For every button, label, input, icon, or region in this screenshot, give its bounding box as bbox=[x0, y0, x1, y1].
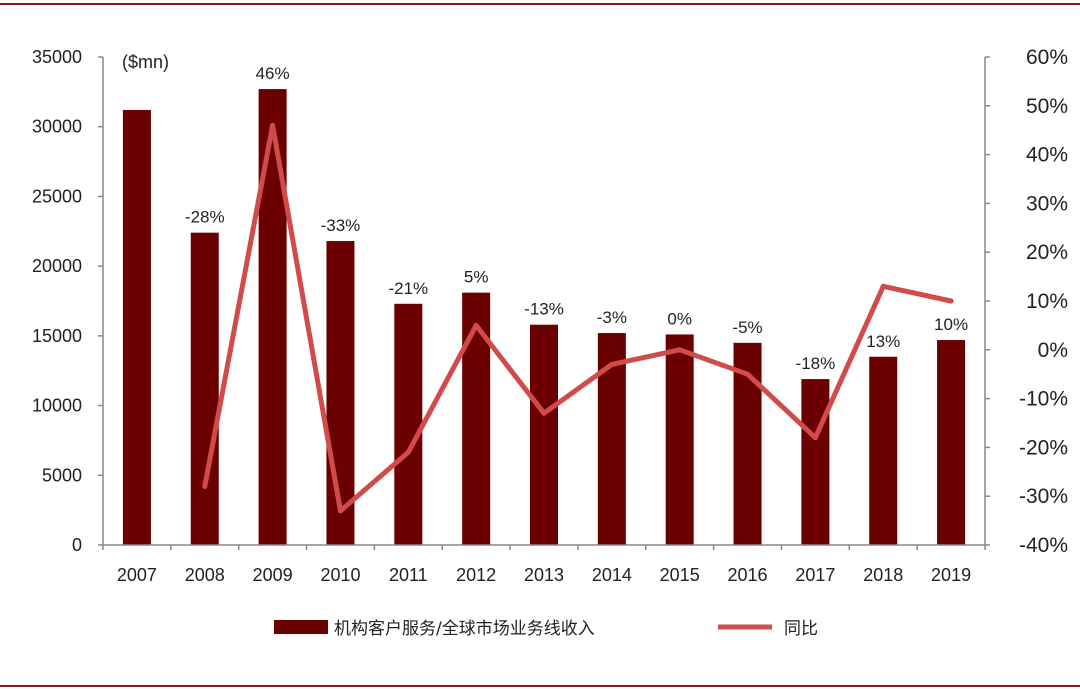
left-tick-label: 30000 bbox=[32, 117, 82, 137]
right-tick-label: 20% bbox=[1026, 241, 1068, 264]
yoy-point-2013 bbox=[541, 410, 547, 416]
x-tick-label: 2007 bbox=[117, 565, 157, 585]
left-tick-label: 0 bbox=[72, 535, 82, 555]
yoy-label-2012: 5% bbox=[464, 268, 489, 287]
right-tick-label: 40% bbox=[1026, 144, 1068, 167]
legend: 机构客户服务/全球市场业务线收入 同比 bbox=[274, 619, 818, 639]
x-tick-label: 2014 bbox=[592, 565, 632, 585]
right-tick-label: 60% bbox=[1026, 46, 1068, 69]
yoy-label-2013: -13% bbox=[524, 300, 564, 319]
left-tick-label: 15000 bbox=[32, 326, 82, 346]
bar-2019 bbox=[937, 340, 966, 545]
axes-group: 0 5000 10000 15000 20000 25000 30000 35000 -40% -… bbox=[32, 46, 1068, 585]
yoy-line-group bbox=[202, 122, 954, 514]
yoy-point-2012 bbox=[473, 322, 479, 328]
yoy-point-2011 bbox=[405, 449, 411, 455]
x-tick-label: 2012 bbox=[456, 565, 496, 585]
left-tick-label: 5000 bbox=[42, 465, 82, 485]
x-tick-label: 2009 bbox=[253, 565, 293, 585]
right-tick-label: 0% bbox=[1038, 339, 1068, 362]
bar-2007 bbox=[122, 109, 151, 546]
x-tick-label: 2010 bbox=[320, 565, 360, 585]
right-tick-label: 10% bbox=[1026, 290, 1068, 313]
yoy-point-2014 bbox=[609, 361, 615, 367]
yoy-label-2019: 10% bbox=[934, 315, 968, 334]
right-tick-label: 30% bbox=[1026, 192, 1068, 215]
yoy-line bbox=[202, 122, 954, 514]
x-tick-label: 2011 bbox=[389, 565, 428, 585]
left-tick-label: 35000 bbox=[32, 47, 82, 67]
yoy-point-2016 bbox=[745, 371, 751, 377]
data-labels-group: -28% 46% -33% -21% 5% -13% -3% 0% -5% -18% 13% 10% bbox=[185, 64, 968, 373]
yoy-point-2019 bbox=[948, 298, 954, 304]
x-tick-label: 2018 bbox=[863, 565, 903, 585]
yoy-label-2011: -21% bbox=[388, 279, 428, 298]
yoy-label-2015: 0% bbox=[667, 309, 692, 328]
yoy-point-2010 bbox=[337, 508, 343, 514]
right-tick-label: -10% bbox=[1019, 388, 1068, 411]
yoy-label-2014: -3% bbox=[597, 308, 627, 327]
x-tick-label: 2019 bbox=[931, 565, 971, 585]
legend-bar-label: 机构客户服务/全球市场业务线收入 bbox=[334, 619, 595, 639]
x-tick-label: 2017 bbox=[795, 565, 835, 585]
x-tick-label: 2016 bbox=[728, 565, 768, 585]
x-tick-label: 2013 bbox=[524, 565, 564, 585]
right-tick-label: -20% bbox=[1019, 436, 1068, 459]
left-tick-label: 10000 bbox=[32, 396, 82, 416]
yoy-label-2010: -33% bbox=[321, 216, 361, 235]
right-tick-label: -40% bbox=[1019, 534, 1068, 557]
bar-2011 bbox=[394, 303, 423, 545]
yoy-label-2009: 46% bbox=[256, 64, 290, 83]
bar-2013 bbox=[530, 324, 558, 545]
x-tick-label: 2008 bbox=[185, 565, 225, 585]
yoy-point-2015 bbox=[677, 347, 683, 353]
yoy-label-2008: -28% bbox=[185, 208, 225, 227]
yoy-label-2018: 13% bbox=[866, 332, 900, 351]
legend-line-label: 同比 bbox=[784, 619, 818, 639]
bar-2017 bbox=[801, 379, 830, 545]
right-tick-label: 50% bbox=[1026, 95, 1068, 118]
yoy-point-2018 bbox=[880, 283, 886, 289]
bar-2015 bbox=[665, 334, 694, 545]
unit-label: ($mn) bbox=[122, 52, 169, 72]
left-tick-label: 25000 bbox=[32, 186, 82, 206]
left-tick-label: 20000 bbox=[32, 256, 82, 276]
yoy-label-2016: -5% bbox=[732, 318, 762, 337]
yoy-point-2017 bbox=[812, 435, 818, 441]
yoy-point-2009 bbox=[270, 122, 276, 128]
right-tick-label: -30% bbox=[1019, 485, 1068, 508]
bar-2008 bbox=[190, 232, 219, 545]
yoy-label-2017: -18% bbox=[796, 354, 836, 373]
x-tick-label: 2015 bbox=[660, 565, 700, 585]
bar-2018 bbox=[869, 356, 898, 545]
legend-bar-swatch bbox=[274, 620, 328, 634]
bar-2009 bbox=[258, 89, 287, 545]
bar-2010 bbox=[326, 241, 355, 545]
yoy-point-2008 bbox=[202, 483, 208, 489]
